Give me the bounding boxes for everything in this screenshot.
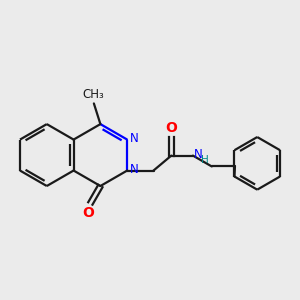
Text: CH₃: CH₃ [82, 88, 104, 101]
Text: O: O [83, 206, 94, 220]
Text: N: N [194, 148, 203, 161]
Text: N: N [130, 163, 139, 176]
Text: H: H [200, 155, 208, 165]
Text: N: N [130, 132, 139, 146]
Text: O: O [165, 121, 177, 135]
